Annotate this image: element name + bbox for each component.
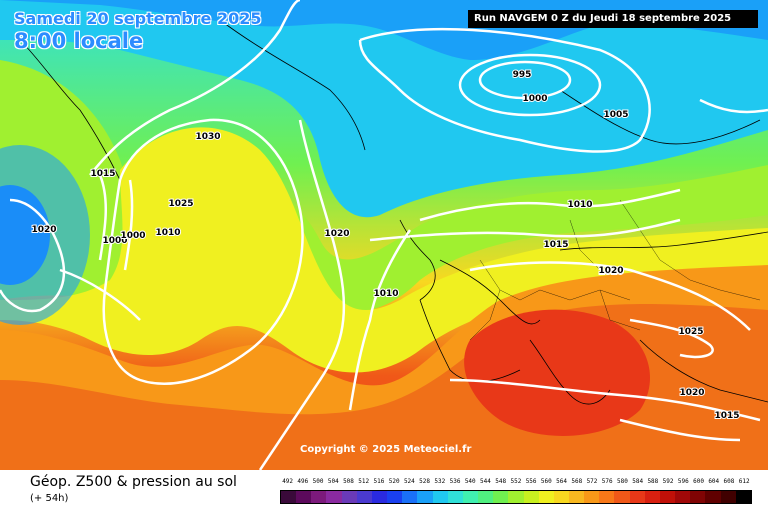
scale-label: 524 <box>403 478 415 485</box>
scale-label: 580 <box>617 478 628 485</box>
color-scale-bar <box>280 490 752 504</box>
scale-swatch <box>568 491 585 503</box>
isobar-label: 1010 <box>155 228 180 238</box>
scale-label: 512 <box>358 478 370 485</box>
scale-swatch <box>447 491 463 503</box>
scale-swatch <box>629 491 645 503</box>
forecast-local-time: 8:00 locale <box>14 29 144 53</box>
run-info-box: Run NAVGEM 0 Z du Jeudi 18 septembre 202… <box>468 10 758 28</box>
isobar-label: 1010 <box>567 200 592 210</box>
scale-swatch <box>371 491 388 503</box>
scale-swatch <box>311 491 327 503</box>
isobar-label: 1000 <box>522 94 547 104</box>
scale-swatch <box>508 491 524 503</box>
coastlines <box>19 19 768 405</box>
isobar-label: 1030 <box>195 132 220 142</box>
scale-label: 564 <box>556 478 567 485</box>
scale-label: 552 <box>510 478 522 485</box>
header-left: Samedi 20 septembre 2025 8:00 locale <box>14 10 261 54</box>
isobar-label: 1020 <box>598 266 623 276</box>
isobar-label: 1015 <box>543 240 568 250</box>
copyright-text: Copyright © 2025 Meteociel.fr <box>300 444 472 455</box>
scale-swatch <box>296 491 312 503</box>
isobar-label: 1020 <box>31 225 56 235</box>
isobar-label: 995 <box>513 70 532 80</box>
scale-swatch <box>599 491 615 503</box>
scale-label: 604 <box>708 478 720 485</box>
scale-label: 612 <box>738 478 750 485</box>
isobar-label: 1000 <box>120 231 145 241</box>
scale-label: 576 <box>601 478 613 485</box>
scale-label: 568 <box>571 478 583 485</box>
scale-swatch <box>735 491 751 503</box>
scale-swatch <box>341 491 357 503</box>
field-cyan-north <box>0 0 768 218</box>
isobar-label: 1020 <box>598 267 623 277</box>
scale-swatch <box>387 491 403 503</box>
scale-label: 588 <box>647 478 659 485</box>
isobar-label: 1020 <box>679 388 704 398</box>
scale-swatch <box>538 491 554 503</box>
scale-label: 500 <box>312 478 324 485</box>
scale-swatch <box>462 491 479 503</box>
scale-label: 532 <box>434 478 446 485</box>
isobar-label: 1005 <box>603 110 628 120</box>
scale-label: 560 <box>540 478 552 485</box>
scale-swatch <box>478 491 494 503</box>
scale-swatch <box>659 491 676 503</box>
color-scale-labels: 492 496 500 504 508 512 516 520 524 528 532 536 540 5… <box>280 478 752 488</box>
isobar-label: 1015 <box>714 411 739 421</box>
scale-label: 584 <box>632 478 644 485</box>
field-yellow-ridge <box>0 127 768 373</box>
scale-swatch <box>281 491 297 503</box>
scale-swatch <box>690 491 706 503</box>
isobars <box>0 0 768 470</box>
scale-label: 508 <box>343 478 354 485</box>
scale-label: 608 <box>723 478 735 485</box>
scale-swatch <box>432 491 448 503</box>
scale-swatch <box>493 491 509 503</box>
scale-swatch <box>326 491 342 503</box>
scale-swatch <box>644 491 660 503</box>
scale-swatch <box>614 491 630 503</box>
scale-swatch <box>584 491 600 503</box>
country-borders <box>469 199 761 341</box>
field-red-core <box>464 309 650 437</box>
legend-title: Géop. Z500 & pression au sol <box>30 474 237 490</box>
isobar-label: 1015 <box>90 169 115 179</box>
isobar-label: 1025 <box>168 199 193 209</box>
scale-label: 556 <box>525 478 537 485</box>
scale-label: 536 <box>449 478 461 485</box>
scale-swatch <box>356 491 372 503</box>
isobar-label: 1025 <box>678 327 703 337</box>
scale-label: 520 <box>388 478 400 485</box>
isobar-label: 1020 <box>324 229 349 239</box>
scale-label: 592 <box>662 478 674 485</box>
scale-swatch <box>417 491 433 503</box>
scale-label: 528 <box>419 478 430 485</box>
scale-label: 572 <box>586 478 598 485</box>
scale-label: 596 <box>677 478 689 485</box>
field-lightblue-low-west <box>0 145 90 325</box>
scale-label: 548 <box>495 478 507 485</box>
isobar-label: 1010 <box>373 289 398 299</box>
scale-swatch <box>675 491 691 503</box>
scale-label: 540 <box>464 478 476 485</box>
scale-swatch <box>705 491 721 503</box>
scale-label: 544 <box>480 478 491 485</box>
scale-label: 600 <box>693 478 704 485</box>
scale-label: 496 <box>297 478 309 485</box>
isobar-label: 1000 <box>102 236 127 246</box>
legend-subtitle: (+ 54h) <box>30 493 69 504</box>
forecast-date: Samedi 20 septembre 2025 <box>14 9 262 28</box>
scale-label: 504 <box>327 478 339 485</box>
scale-swatch <box>553 491 569 503</box>
scale-swatch <box>720 491 736 503</box>
scale-label: 516 <box>373 478 385 485</box>
scale-swatch <box>523 491 539 503</box>
scale-swatch <box>402 491 418 503</box>
scale-label: 492 <box>282 478 294 485</box>
